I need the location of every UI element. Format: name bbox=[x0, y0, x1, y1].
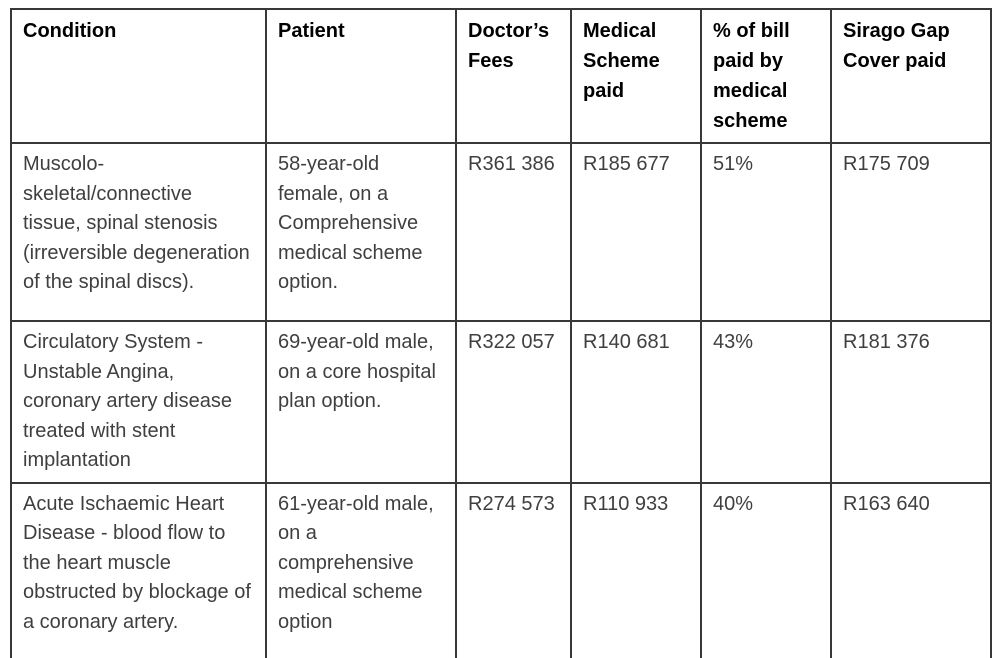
cell-condition: Muscolo-skeletal/connective tissue, spin… bbox=[10, 142, 267, 322]
table-row: Acute Ischaemic Heart Disease - blood fl… bbox=[10, 481, 992, 658]
cell-medical-scheme-paid: R110 933 bbox=[570, 481, 702, 658]
cell-gap-cover-paid: R175 709 bbox=[830, 142, 992, 322]
column-header-doctors-fees: Doctor’s Fees bbox=[455, 8, 572, 144]
column-header-percent-paid: % of bill paid by medical scheme bbox=[700, 8, 832, 144]
cell-doctors-fees: R322 057 bbox=[455, 320, 572, 484]
gap-cover-claims-table: Condition Patient Doctor’s Fees Medical … bbox=[10, 8, 992, 658]
cell-percent-paid: 51% bbox=[700, 142, 832, 322]
column-header-patient: Patient bbox=[265, 8, 457, 144]
cell-patient: 61-year-old male, on a comprehensive med… bbox=[265, 481, 457, 658]
cell-percent-paid: 43% bbox=[700, 320, 832, 484]
cell-gap-cover-paid: R163 640 bbox=[830, 481, 992, 658]
cell-gap-cover-paid: R181 376 bbox=[830, 320, 992, 484]
cell-condition: Acute Ischaemic Heart Disease - blood fl… bbox=[10, 481, 267, 658]
column-header-gap-cover-paid: Sirago Gap Cover paid bbox=[830, 8, 992, 144]
cell-doctors-fees: R274 573 bbox=[455, 481, 572, 658]
header-row: Condition Patient Doctor’s Fees Medical … bbox=[10, 8, 992, 144]
cell-medical-scheme-paid: R140 681 bbox=[570, 320, 702, 484]
cell-patient: 69-year-old male, on a core hospital pla… bbox=[265, 320, 457, 484]
cell-condition: Circulatory System - Unstable Angina, co… bbox=[10, 320, 267, 484]
table-row: Circulatory System - Unstable Angina, co… bbox=[10, 320, 992, 484]
cell-medical-scheme-paid: R185 677 bbox=[570, 142, 702, 322]
table-row: Muscolo-skeletal/connective tissue, spin… bbox=[10, 142, 992, 322]
cell-doctors-fees: R361 386 bbox=[455, 142, 572, 322]
cell-patient: 58-year-old female, on a Comprehensive m… bbox=[265, 142, 457, 322]
column-header-condition: Condition bbox=[10, 8, 267, 144]
column-header-medical-scheme-paid: Medical Scheme paid bbox=[570, 8, 702, 144]
cell-percent-paid: 40% bbox=[700, 481, 832, 658]
